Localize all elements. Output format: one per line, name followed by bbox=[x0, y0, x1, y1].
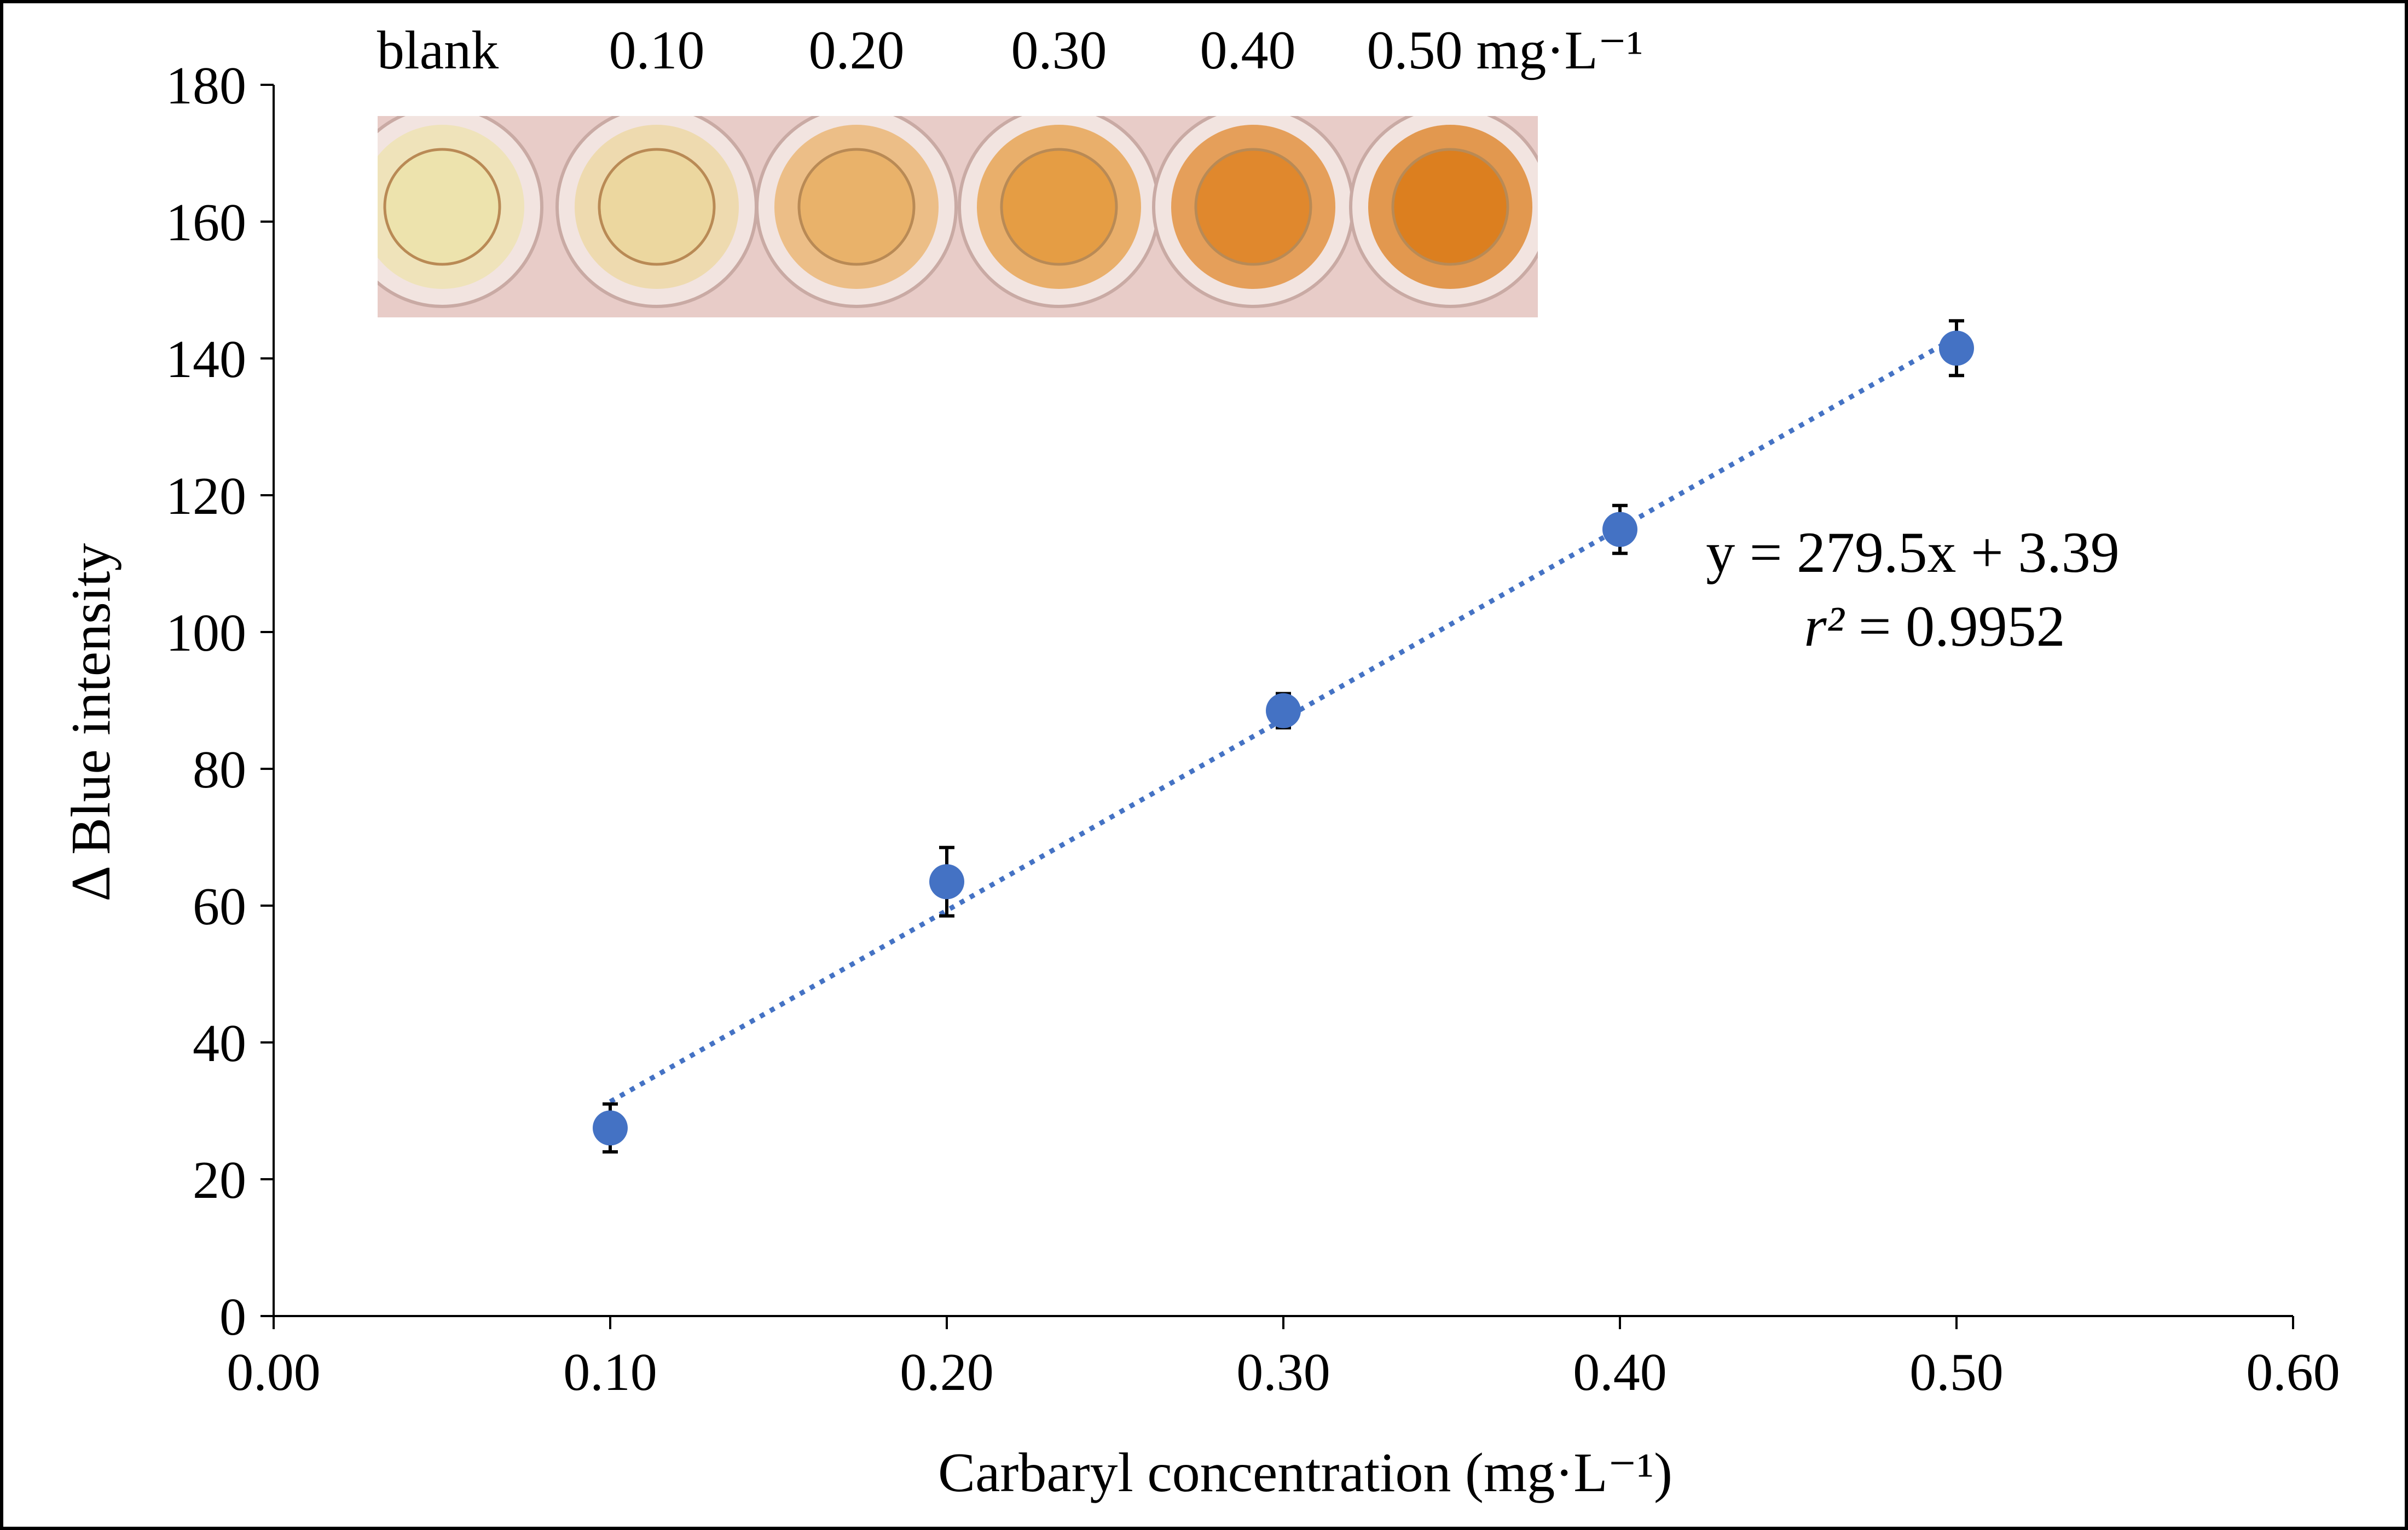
well-liquid bbox=[797, 148, 916, 266]
r-squared-symbol: r² bbox=[1804, 594, 1845, 658]
y-tick-label: 60 bbox=[193, 877, 246, 936]
well-liquid bbox=[383, 148, 501, 266]
well-liquid bbox=[1194, 148, 1312, 266]
x-tick-label: 0.20 bbox=[900, 1343, 994, 1402]
well-liquid bbox=[598, 148, 716, 266]
data-point bbox=[593, 1110, 628, 1146]
well-label: 0.20 bbox=[809, 20, 905, 80]
well-label: blank bbox=[377, 20, 499, 80]
data-point bbox=[1939, 331, 1974, 366]
y-tick-label: 0 bbox=[219, 1288, 246, 1347]
y-tick-label: 120 bbox=[166, 467, 246, 526]
y-tick-label: 160 bbox=[166, 193, 246, 252]
x-axis-title: Carbaryl concentration (mg·L⁻¹) bbox=[938, 1442, 1672, 1504]
r-squared-value: = 0.9952 bbox=[1844, 594, 2065, 658]
y-axis-title: Δ Blue intensity bbox=[60, 543, 122, 902]
x-tick-label: 0.50 bbox=[1909, 1343, 2004, 1402]
x-tick-label: 0.00 bbox=[227, 1343, 321, 1402]
x-tick-label: 0.30 bbox=[1236, 1343, 1330, 1402]
well-label: 0.10 bbox=[609, 20, 705, 80]
y-tick-label: 40 bbox=[193, 1014, 246, 1073]
y-tick-label: 180 bbox=[166, 56, 246, 115]
data-point bbox=[1602, 512, 1637, 547]
x-tick-label: 0.40 bbox=[1573, 1343, 1667, 1402]
x-tick-label: 0.10 bbox=[563, 1343, 657, 1402]
y-tick-label: 80 bbox=[193, 740, 246, 799]
x-tick-label: 0.60 bbox=[2246, 1343, 2340, 1402]
data-point bbox=[929, 864, 964, 900]
y-tick-label: 100 bbox=[166, 604, 246, 663]
well-label: 0.30 bbox=[1011, 20, 1107, 80]
data-point bbox=[1266, 693, 1301, 728]
y-tick-label: 20 bbox=[193, 1151, 246, 1210]
well-label: 0.40 bbox=[1200, 20, 1296, 80]
regression-equation: y = 279.5x + 3.39 bbox=[1706, 520, 2120, 584]
r-squared-label: r² = 0.9952 bbox=[1804, 594, 2065, 658]
well-plate-photo bbox=[378, 116, 1538, 317]
well-label: 0.50 mg·L⁻¹ bbox=[1367, 20, 1643, 80]
well-liquid bbox=[1391, 148, 1509, 266]
well-liquid bbox=[1000, 148, 1118, 266]
y-tick-label: 140 bbox=[166, 330, 246, 389]
